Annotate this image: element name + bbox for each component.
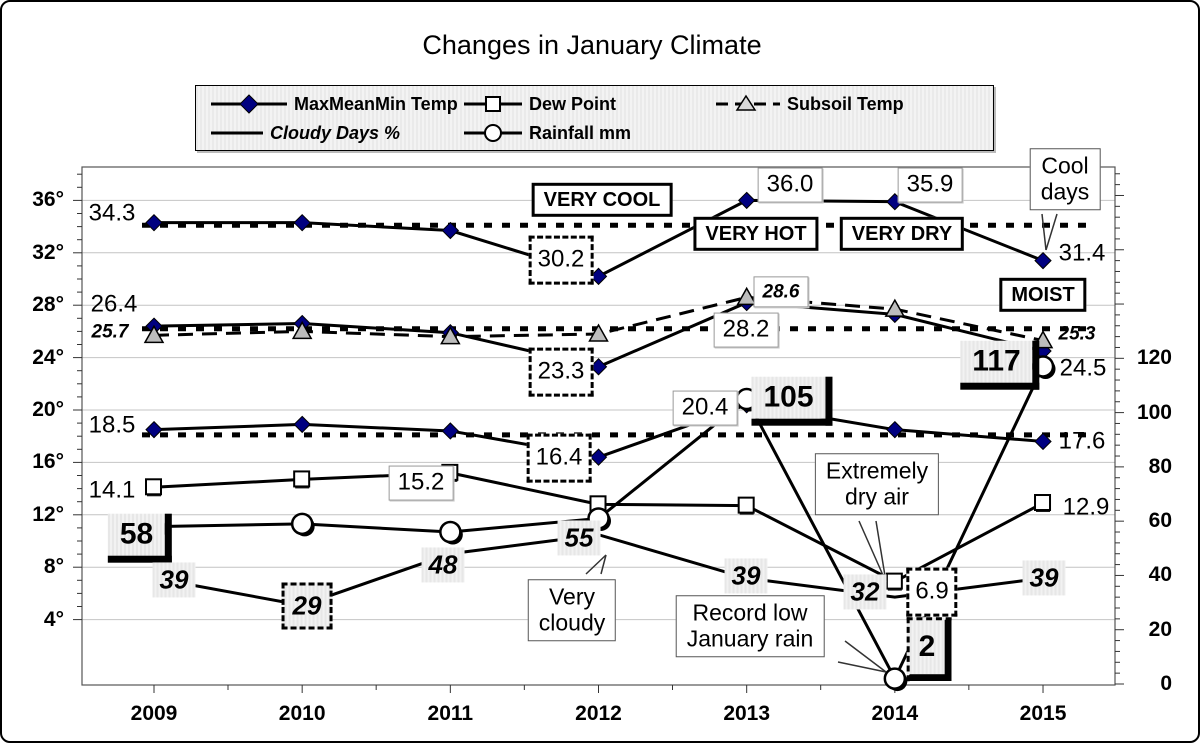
marker-triangle (440, 326, 461, 345)
callout-pointer (837, 661, 887, 673)
marker-square (441, 463, 459, 481)
callout-pointer (1041, 213, 1047, 251)
marker-circle (290, 512, 314, 536)
marker-diamond (589, 267, 608, 286)
marker-diamond (441, 422, 460, 440)
callout-pointer (585, 554, 607, 575)
marker-circle (587, 507, 610, 530)
marker-circle (439, 520, 462, 544)
marker-square (1034, 494, 1052, 512)
marker-circle (142, 515, 166, 538)
diamond-icon (211, 94, 287, 114)
legend-item-cloudy: Cloudy Days % (211, 119, 400, 147)
square-icon (464, 96, 522, 112)
circle-icon (464, 124, 522, 142)
triangle-icon (716, 94, 780, 111)
callout-pointer (858, 520, 887, 583)
legend-item-subsoil: Subsoil Temp (716, 90, 904, 118)
marker-diamond (145, 213, 163, 232)
marker-diamond (293, 213, 311, 232)
legend-label: Rainfall mm (529, 122, 632, 143)
marker-diamond (441, 221, 460, 240)
marker-triangle (884, 298, 906, 317)
legend-label: Subsoil Temp (787, 93, 904, 114)
callout-pointer (600, 554, 607, 575)
marker-diamond (589, 448, 608, 466)
marker-triangle (291, 320, 313, 340)
marker-circle (1031, 355, 1055, 378)
marker-triangle (736, 286, 757, 306)
legend-item-dewpoint: Dew Point (464, 90, 616, 118)
callout-pointer (1045, 213, 1058, 251)
marker-diamond (886, 193, 904, 211)
legend-item-rainfall: Rainfall mm (464, 119, 631, 147)
legend-label: Dew Point (529, 93, 617, 114)
marker-diamond (737, 191, 756, 210)
series-line-cloudy-days- (153, 533, 1044, 607)
legend-label: Cloudy Days % (270, 122, 401, 143)
marker-square (293, 470, 311, 488)
marker-diamond (886, 420, 904, 439)
legend-item-maxmeanmin: MaxMeanMin Temp (211, 90, 458, 118)
marker-square (145, 478, 162, 496)
marker-diamond (293, 415, 311, 434)
chart-legend: MaxMeanMin Temp Dew Point Subsoil Temp C… (195, 85, 994, 151)
line-icon (211, 131, 263, 135)
marker-diamond (145, 420, 163, 439)
chart-title: Changes in January Climate (422, 30, 762, 60)
legend-label: MaxMeanMin Temp (294, 93, 458, 114)
callout-pointer (875, 520, 887, 583)
marker-square (885, 572, 903, 590)
marker-square (737, 496, 755, 514)
marker-diamond (589, 358, 608, 376)
marker-triangle (143, 324, 165, 344)
series-line-max-temp (154, 198, 1044, 278)
marker-diamond (1034, 432, 1052, 451)
marker-triangle (588, 323, 609, 342)
marker-circle (735, 387, 758, 411)
callout-pointer (844, 640, 887, 673)
marker-circle (883, 667, 907, 690)
marker-diamond (1034, 251, 1052, 270)
